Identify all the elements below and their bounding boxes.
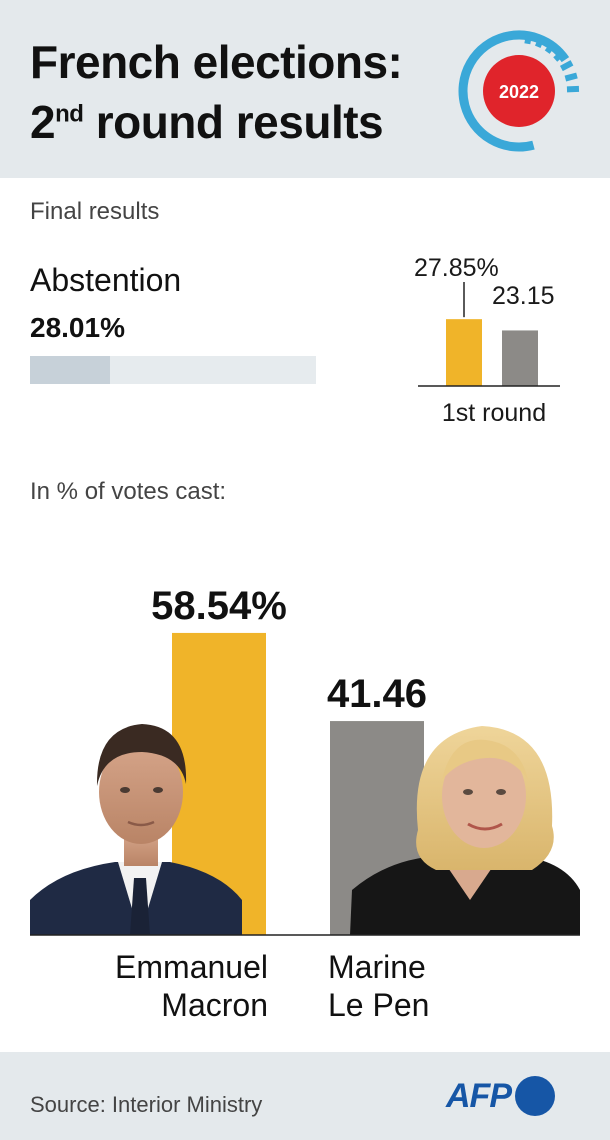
abstention-value: 28.01% [30,312,125,343]
bar-value-label: 58.54% [151,584,287,628]
le-pen-face [442,744,526,848]
first-round-abstention-chart: 27.85%23.15 1st round [414,254,560,427]
badge-tick [553,49,567,62]
badge-year: 2022 [499,82,539,102]
abstention-bar-fill [30,356,111,384]
title-ordinal-suffix: nd [55,100,84,128]
first-round-bar [502,330,538,386]
title-rest: round results [83,96,384,148]
second-round-results-chart: 58.54% 41.46 [30,584,580,936]
election-year-badge: 2022 [458,30,580,152]
source-text: Source: Interior Ministry [30,1092,263,1117]
first-round-bar [446,319,482,386]
badge-circle [483,55,555,127]
subtitle: Final results [30,198,160,225]
first-round-value-label: 27.85% [414,254,499,282]
badge-tick [524,31,533,45]
afp-logo: AFP [446,1074,555,1118]
candidate-name-le-pen: Marine Le Pen [328,948,429,1024]
first-round-label: 1st round [442,399,546,427]
name-line: Marine [328,949,426,985]
bar-value-label: 41.46 [327,672,427,716]
title-line-2: 2nd round results [30,92,402,152]
le-pen-jacket [350,856,580,935]
badge-tick [564,72,578,82]
title-ordinal: 2 [30,96,56,148]
afp-logo-dot [515,1076,555,1116]
name-line: Macron [161,987,268,1023]
le-pen-portrait [350,726,580,935]
votes-caption: In % of votes cast: [30,478,227,505]
candidate-name-macron: Emmanuel Macron [115,948,268,1024]
title-line-1: French elections: [30,36,403,88]
header: French elections: 2nd round results 2022 [0,0,610,178]
badge-tick [559,60,574,72]
name-line: Le Pen [328,987,430,1023]
name-line: Emmanuel [115,949,268,985]
first-round-value-label: 23.15 [492,282,555,310]
macron-portrait [30,724,242,935]
badge-tick [544,40,557,54]
macron-tie [130,878,150,935]
afp-logo-text: AFP [446,1076,512,1115]
footer: Source: Interior Ministry AFP [0,1052,610,1140]
badge-tick [534,34,546,48]
macron-face [99,740,183,844]
chart-title: French elections: 2nd round results [30,32,403,152]
abstention-bar-track [30,356,316,384]
badge-ticks [524,31,580,93]
abstention-label: Abstention [30,262,182,298]
macron-hair [96,724,187,786]
